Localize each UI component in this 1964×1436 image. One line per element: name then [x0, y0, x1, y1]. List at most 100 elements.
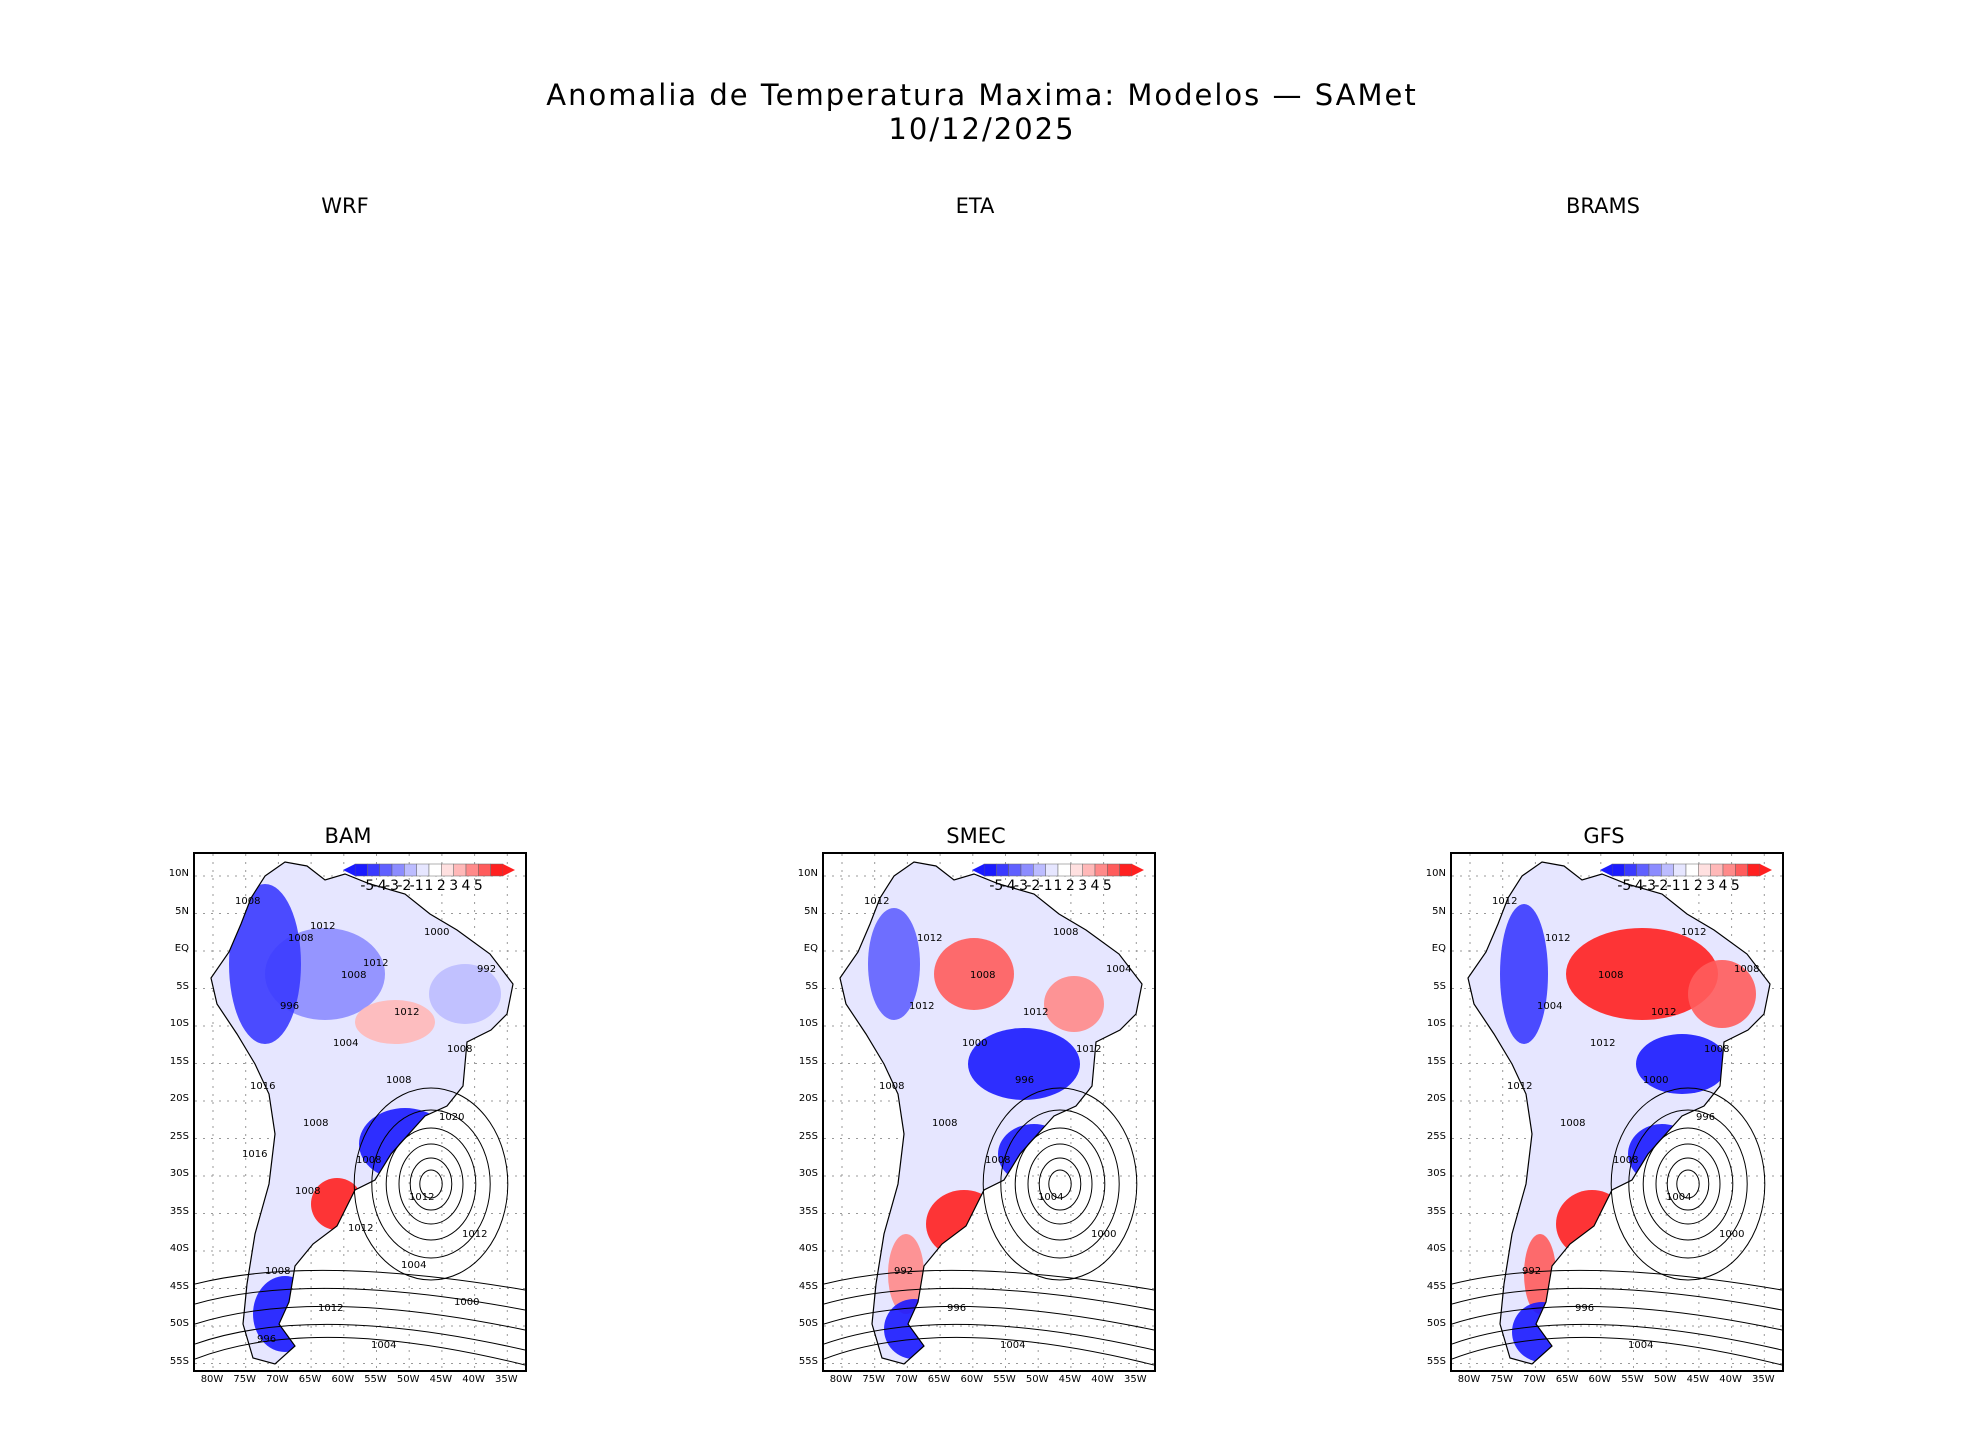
lat-tick-label: 5S [805, 980, 818, 992]
colorbar-label: 1 [1053, 878, 1063, 894]
lat-tick-label: 20S [169, 1093, 189, 1104]
anomaly-region [1628, 1124, 1696, 1184]
contour-label: 1012 [409, 1192, 434, 1203]
contour-label: 1012 [1023, 1007, 1048, 1018]
contour-label: 1000 [1643, 1075, 1668, 1086]
temperature-anomaly-field [840, 862, 1142, 1364]
anomaly-region [934, 938, 1014, 1010]
isobar [353, 1087, 509, 1281]
anomaly-region [429, 964, 501, 1024]
contour-label: 1008 [288, 933, 313, 944]
contour-label: 996 [1575, 1303, 1594, 1314]
lon-tick-label: 35W [494, 1374, 518, 1385]
contour-label: 1000 [424, 927, 449, 938]
anomaly-region [1566, 928, 1718, 1020]
figure-title: Anomalia de Temperatura Maxima: Modelos … [546, 78, 1418, 112]
colorbar: -5 -4 -3 -2 -1 1 2 3 4 5 [972, 862, 1144, 894]
lon-tick-label: 80W [200, 1374, 224, 1385]
anomaly-region [1636, 1034, 1728, 1094]
colorbar-segment [1008, 863, 1022, 877]
contour-label: 1008 [1053, 927, 1078, 938]
colorbar-label: -4 [1629, 878, 1644, 894]
lon-tick-label: 40W [1091, 1374, 1114, 1385]
contour-label: 1012 [318, 1303, 343, 1314]
isobar [1038, 1157, 1082, 1211]
colorbar-segment [1722, 863, 1736, 877]
lon-tick-label: 50W [1025, 1374, 1049, 1385]
lat-tick-label: EQ [174, 943, 189, 954]
lat-tick-label: 45S [169, 1280, 189, 1292]
lon-tick-label: 65W [298, 1374, 322, 1385]
isobar [982, 1087, 1138, 1281]
colorbar-label: -4 [1001, 878, 1016, 894]
panel-title-wrf: WRF [321, 194, 369, 218]
lon-tick-label: 40W [1719, 1374, 1742, 1385]
colorbar-label: -2 [1026, 878, 1041, 894]
colorbar-segment [1747, 863, 1761, 877]
isobar [1452, 1336, 1782, 1366]
lat-tick-label: 10S [798, 1018, 818, 1029]
lon-tick-label: 55W [364, 1374, 387, 1385]
colorbar-label: 5 [1102, 878, 1112, 894]
lon-tick-label: 75W [1490, 1374, 1513, 1385]
contour-label: 1012 [1590, 1038, 1615, 1049]
anomaly-region [1500, 904, 1548, 1044]
isobar [195, 1323, 525, 1351]
colorbar-segment [478, 863, 491, 877]
contour-label: 1012 [1076, 1044, 1101, 1055]
colorbar-segment [428, 863, 442, 877]
contour-label: 1004 [333, 1038, 358, 1049]
colorbar-segment [1070, 863, 1083, 877]
lon-tick-label: 65W [1555, 1374, 1579, 1385]
contour-label: 1008 [1734, 964, 1759, 975]
contour-label: 1004 [1038, 1192, 1063, 1203]
contour-label: 1004 [1000, 1340, 1025, 1351]
contour-label: 1008 [356, 1155, 381, 1166]
colorbar-segment [1661, 863, 1674, 877]
lat-tick-label: 5N [804, 905, 818, 917]
colorbar-label: 3 [1078, 878, 1088, 894]
contour-label: 1012 [1507, 1081, 1532, 1092]
contour-label: 1016 [250, 1081, 275, 1092]
lat-tick-label: 45S [798, 1280, 818, 1292]
lat-tick-label: 40S [798, 1243, 818, 1254]
colorbar-label: -1 [1038, 878, 1053, 894]
colorbar-segment [1033, 863, 1046, 877]
contour-label: 996 [947, 1303, 966, 1314]
contour-label: 1008 [879, 1081, 904, 1092]
lon-tick-label: 55W [993, 1374, 1016, 1385]
anomaly-region [355, 1000, 435, 1044]
isobar [1048, 1169, 1072, 1199]
lon-tick-label: 65W [927, 1374, 951, 1385]
colorbar-segment [1119, 863, 1133, 877]
colorbar-arrow-right [1132, 864, 1144, 876]
lat-tick-label: 5N [175, 905, 189, 917]
isobar [1452, 1269, 1782, 1291]
lat-tick-label: 10N [797, 868, 818, 879]
contour-label: 996 [257, 1334, 276, 1345]
contour-label: 1008 [295, 1186, 320, 1197]
colorbar-arrow-right [503, 864, 515, 876]
map-frame: 1008 1008 1008 1012 1008 1016 1008 1008 1012 1012… [193, 852, 527, 1372]
colorbar-segment [1636, 863, 1650, 877]
map-svg: 1012 1012 1008 1012 1012 1008 1008 1008 1004 1000… [824, 854, 1154, 1370]
contour-label: 1008 [1613, 1155, 1638, 1166]
lat-tick-label: 20S [798, 1093, 818, 1104]
colorbar-label: 2 [1693, 878, 1703, 894]
colorbar-segment [983, 863, 997, 877]
colorbar-label: 5 [1730, 878, 1740, 894]
isobar [824, 1336, 1154, 1366]
lon-tick-label: 40W [462, 1374, 485, 1385]
isobar [195, 1287, 525, 1311]
anomaly-region [968, 1028, 1080, 1100]
colorbar-label: -5 [360, 878, 375, 894]
isobar [824, 1269, 1154, 1291]
anomaly-region [1688, 960, 1756, 1028]
contour-label: 1012 [1681, 927, 1706, 938]
contour-label: 1012 [310, 921, 335, 932]
isobar [1452, 1305, 1782, 1331]
isobar [824, 1305, 1154, 1331]
anomaly-region [998, 1124, 1070, 1184]
contour-label: 1004 [1628, 1340, 1653, 1351]
coastline [1467, 861, 1771, 1365]
